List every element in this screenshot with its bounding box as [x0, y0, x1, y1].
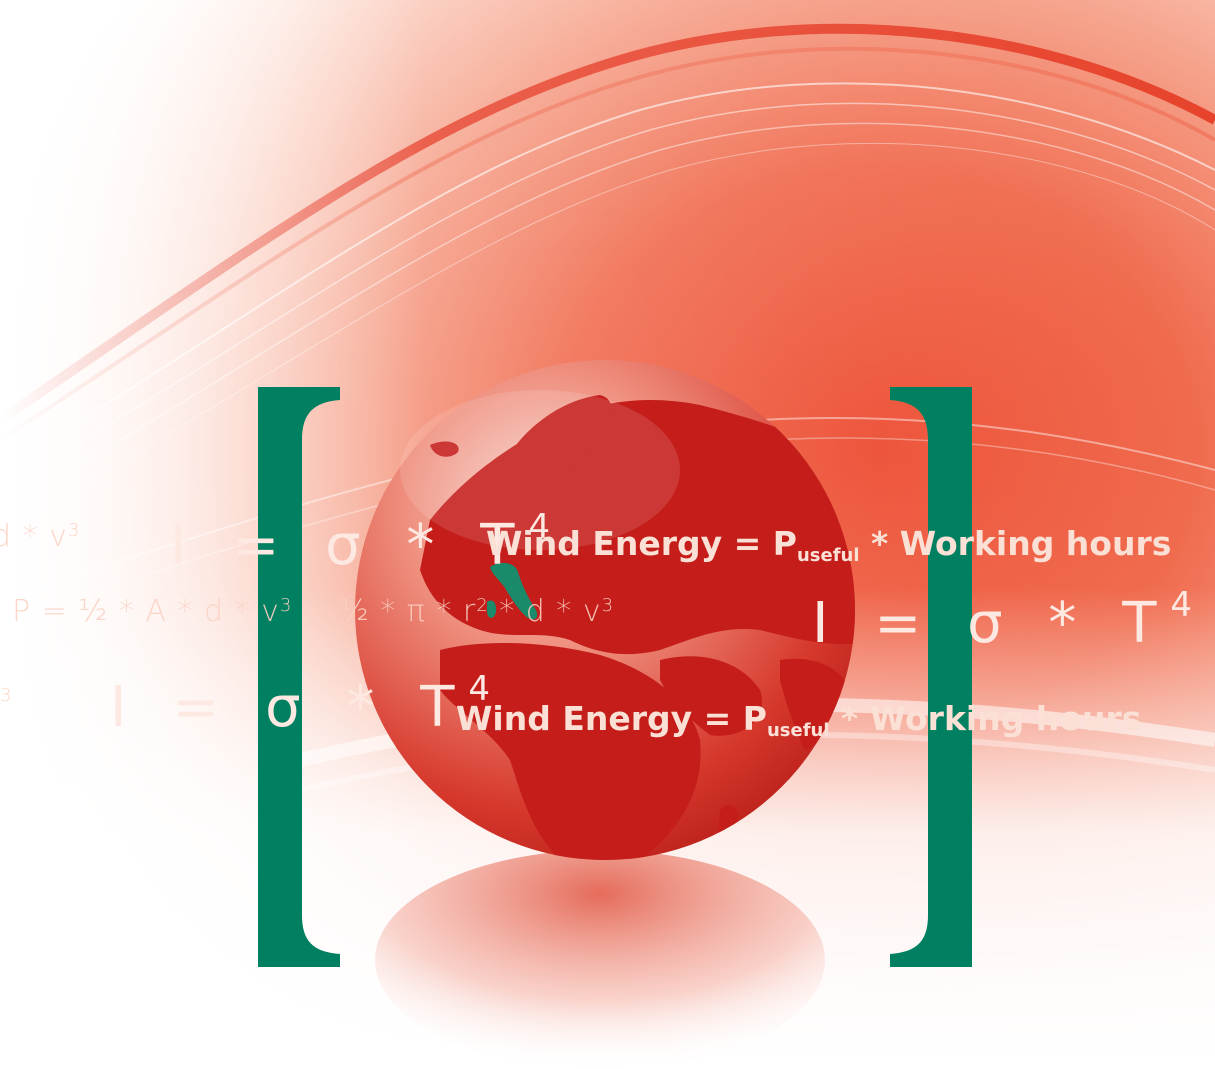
- formula-sigma-row3: I = σ * T4: [110, 669, 491, 740]
- formula-row1-left: d * v3: [0, 519, 81, 554]
- formula-wind-row3: Wind Energy = Puseful * Working hours: [456, 699, 1142, 741]
- formula-row3-left: 3: [0, 685, 13, 706]
- italy-highlight-icon: [490, 562, 538, 620]
- sardinia-icon: [487, 600, 497, 618]
- left-bracket-icon: [258, 387, 340, 967]
- formula-sigma-row2: I = σ * T4: [812, 585, 1193, 656]
- right-bracket-icon: [890, 387, 972, 967]
- formula-wind-row1: Wind Energy = Puseful * Working hours: [486, 524, 1172, 566]
- globe-reflection: [375, 850, 825, 1069]
- globe-icon: [355, 360, 855, 860]
- formula-sigma-row1: I = σ * T4: [170, 507, 551, 578]
- formula-power-row2: P = ½ * A * d * v3 = ½ * π * r2 * d * v3: [12, 594, 615, 629]
